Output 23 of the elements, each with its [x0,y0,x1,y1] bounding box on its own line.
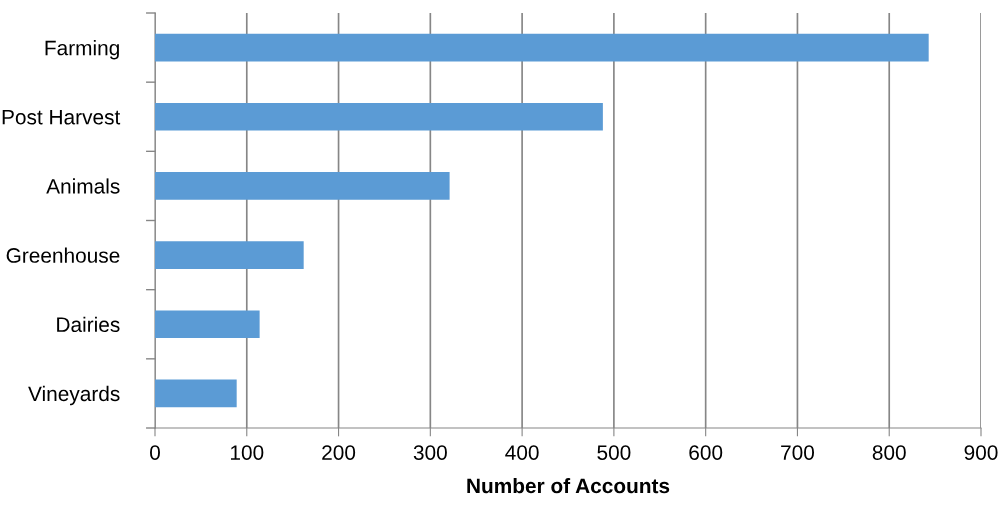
x-tick-label: 0 [150,445,160,460]
x-tick-label: 400 [505,445,539,460]
bar [155,172,450,200]
x-tick-label: 100 [230,445,264,460]
bar [155,102,603,131]
x-tick-label: 900 [964,445,998,460]
y-tick-label: Farming [45,40,119,60]
x-tick-label: 300 [413,445,447,460]
x-tick-label: 700 [781,445,815,460]
y-tick-label: Vineyards [28,385,120,406]
bar [155,33,929,62]
x-tick-label: 800 [872,445,906,460]
x-axis-title: Number of Accounts [467,477,670,494]
x-tick-label: 600 [689,445,723,460]
bar [155,241,304,269]
x-tick-label: 500 [597,445,631,460]
y-tick-label: Greenhouse [6,247,120,263]
x-tick-label: 200 [322,445,356,460]
y-tick-label: Post Harvest [2,109,121,125]
bar [155,379,237,408]
y-tick-label: Animals [46,178,120,194]
bar [155,310,260,339]
y-tick-label: Dairies [57,316,120,332]
